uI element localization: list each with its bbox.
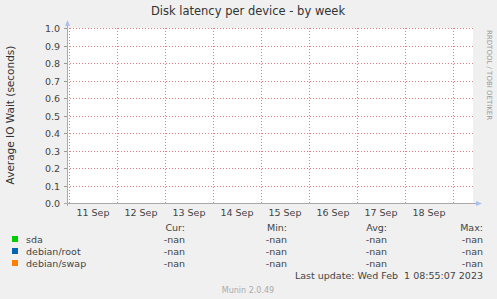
- legend-swatch: [12, 236, 18, 242]
- legend-header: Cur:: [165, 222, 185, 233]
- chart: Disk latency per device - by week Average…: [0, 0, 497, 299]
- legend-stat: -nan: [266, 258, 287, 269]
- x-tick-label: 11 Sep: [76, 207, 109, 218]
- x-tick-label: 14 Sep: [220, 207, 253, 218]
- y-grid: [67, 116, 473, 117]
- y-grid: [67, 151, 473, 152]
- y-grid: [67, 63, 473, 64]
- y-axis-label: Average IO Wait (seconds): [4, 46, 16, 185]
- title: Disk latency per device - by week: [151, 4, 346, 18]
- y-axis-arrow: [65, 20, 70, 26]
- y-tick: [64, 81, 67, 82]
- x-tick-label: 15 Sep: [268, 207, 301, 218]
- x-grid: [453, 28, 454, 203]
- y-grid: [67, 168, 473, 169]
- y-tick-label: 0.8: [45, 58, 60, 69]
- legend-header: Min:: [267, 222, 287, 233]
- x-tick-label: 12 Sep: [124, 207, 157, 218]
- y-grid: [67, 46, 473, 47]
- y-tick: [64, 168, 67, 169]
- legend-header: Avg:: [366, 222, 387, 233]
- y-tick: [64, 186, 67, 187]
- legend-label: debian/root: [26, 246, 81, 257]
- y-tick: [64, 46, 67, 47]
- x-tick-label: 18 Sep: [412, 207, 445, 218]
- legend-swatch: [12, 248, 18, 254]
- legend-stat: -nan: [462, 258, 483, 269]
- legend-stat: -nan: [164, 258, 185, 269]
- y-tick: [64, 133, 67, 134]
- y-tick: [64, 98, 67, 99]
- y-grid: [67, 133, 473, 134]
- footer: Last update: Wed Feb 1 08:55:07 2023: [295, 270, 483, 281]
- x-tick-label: 13 Sep: [172, 207, 205, 218]
- y-grid: [67, 98, 473, 99]
- x-grid: [69, 28, 70, 203]
- x-axis: [64, 203, 478, 204]
- x-grid: [309, 28, 310, 203]
- y-tick-label: 0.3: [45, 146, 60, 157]
- legend-stat: -nan: [266, 234, 287, 245]
- y-tick-label: 0.0: [45, 198, 60, 209]
- y-tick-label: 0.7: [45, 76, 60, 87]
- watermark: RRDTOOL / TOBI OETIKER: [485, 30, 493, 120]
- legend-stat: -nan: [266, 246, 287, 257]
- y-tick: [64, 151, 67, 152]
- credit: Munin 2.0.49: [222, 286, 274, 295]
- y-tick-label: 0.9: [45, 41, 60, 52]
- x-grid: [261, 28, 262, 203]
- x-axis-arrow: [476, 201, 482, 206]
- y-tick-label: 0.6: [45, 93, 60, 104]
- y-axis: [67, 22, 68, 206]
- y-tick: [64, 63, 67, 64]
- legend-stat: -nan: [366, 246, 387, 257]
- y-tick-label: 0.1: [45, 181, 60, 192]
- legend-stat: -nan: [462, 246, 483, 257]
- y-grid: [67, 81, 473, 82]
- legend-stat: -nan: [366, 258, 387, 269]
- x-grid: [117, 28, 118, 203]
- x-grid: [165, 28, 166, 203]
- y-grid: [67, 186, 473, 187]
- legend-stat: -nan: [164, 246, 185, 257]
- plot-area: [67, 28, 473, 203]
- legend-stat: -nan: [366, 234, 387, 245]
- legend-stat: -nan: [462, 234, 483, 245]
- x-tick-label: 17 Sep: [364, 207, 397, 218]
- x-tick-label: 16 Sep: [316, 207, 349, 218]
- y-tick-label: 0.2: [45, 163, 60, 174]
- x-grid: [405, 28, 406, 203]
- legend-label: debian/swap: [26, 258, 86, 269]
- y-grid: [67, 28, 473, 29]
- y-tick: [64, 116, 67, 117]
- y-tick-label: 1.0: [45, 23, 60, 34]
- legend-label: sda: [26, 234, 43, 245]
- x-grid: [357, 28, 358, 203]
- legend-stat: -nan: [164, 234, 185, 245]
- y-tick-label: 0.5: [45, 111, 60, 122]
- y-tick: [64, 28, 67, 29]
- legend-swatch: [12, 260, 18, 266]
- y-tick-label: 0.4: [45, 128, 60, 139]
- x-grid: [213, 28, 214, 203]
- legend-header: Max:: [460, 222, 483, 233]
